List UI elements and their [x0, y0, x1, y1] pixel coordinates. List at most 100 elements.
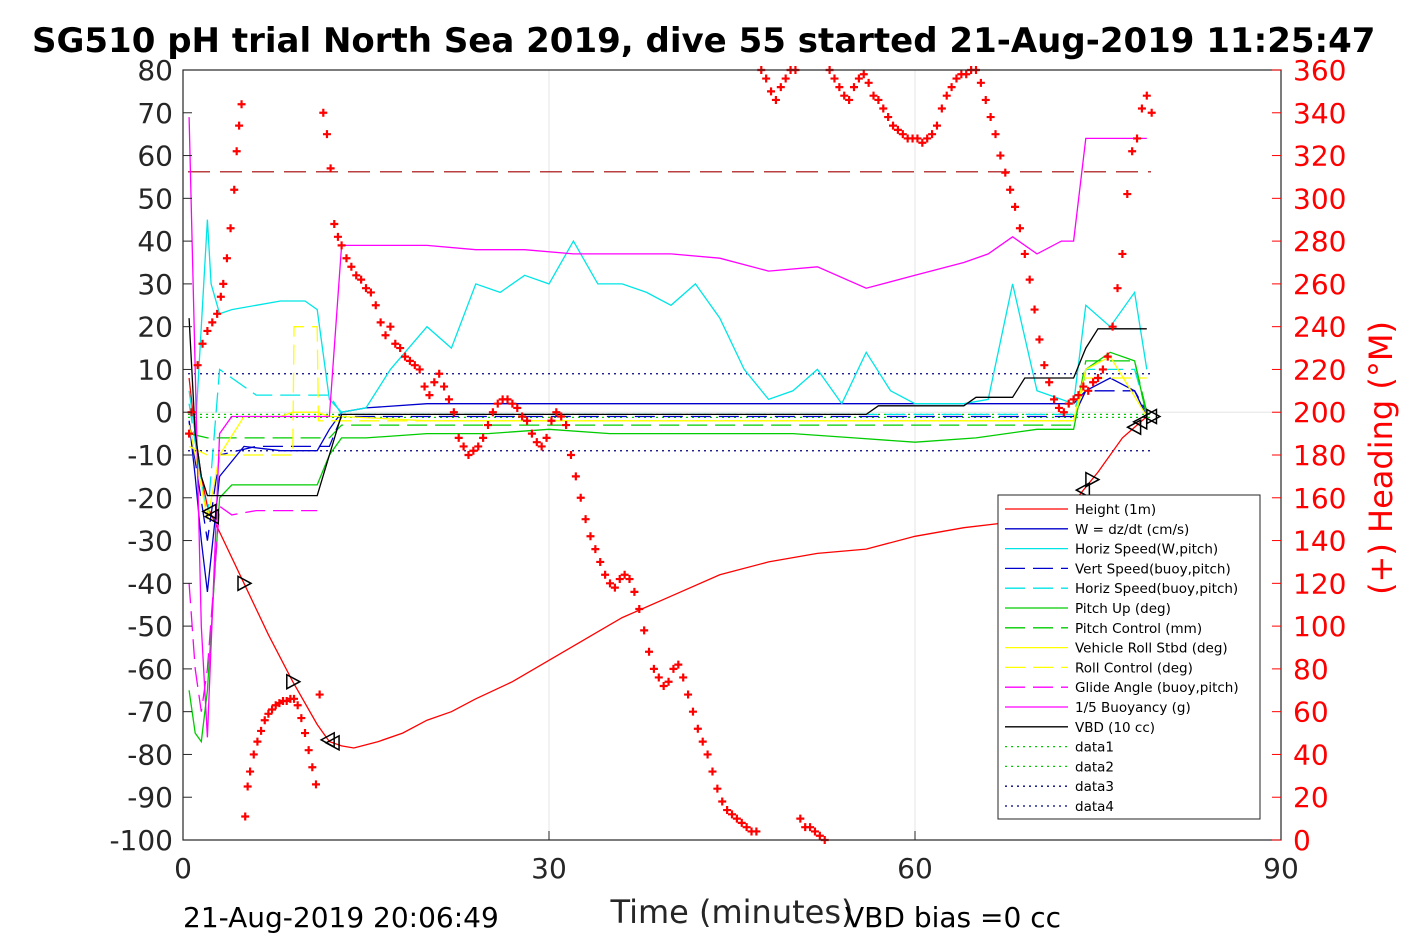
heading-point: [566, 451, 575, 459]
heading-point: [464, 451, 473, 459]
legend: Height (1m) W = dz/dt (cm/s) Horiz Speed(W…: [997, 494, 1261, 820]
heading-point: [669, 664, 678, 673]
heading-point: [297, 714, 306, 723]
legend-label: VBD (10 cc): [1075, 720, 1155, 736]
heading-point: [1035, 335, 1044, 344]
heading-point: [237, 100, 246, 109]
heading-point: [1006, 185, 1015, 194]
heading-point: [742, 823, 751, 832]
heading-point: [290, 694, 299, 703]
left-tick-label: 70: [137, 97, 173, 130]
heading-point: [664, 677, 673, 686]
left-tick-label: -50: [127, 610, 173, 643]
heading-point: [991, 130, 1000, 139]
legend-label: Roll Control (deg): [1075, 660, 1193, 676]
right-tick-label: 80: [1293, 653, 1329, 686]
heading-point: [625, 575, 634, 584]
heading-point: [810, 827, 819, 836]
heading-point: [923, 134, 932, 143]
heading-point: [213, 309, 222, 318]
turn-marker: [1141, 408, 1158, 425]
x-tick-label: 90: [1263, 852, 1299, 885]
heading-point: [362, 284, 370, 293]
heading-point: [889, 121, 898, 130]
heading-point: [401, 352, 410, 361]
heading-points: [185, 66, 1156, 844]
heading-point: [264, 709, 273, 718]
left-tick-label: 0: [155, 396, 173, 429]
heading-point: [1059, 408, 1068, 417]
heading-point: [381, 331, 390, 340]
heading-point: [474, 442, 483, 451]
heading-point: [1089, 378, 1098, 387]
heading-point: [762, 74, 771, 83]
right-tick-label: 60: [1293, 696, 1329, 729]
right-tick-label: 260: [1293, 268, 1346, 301]
heading-point: [918, 138, 927, 147]
heading-point: [293, 701, 302, 710]
heading-point: [347, 262, 356, 271]
right-tick-label: 20: [1293, 781, 1329, 814]
heading-point: [216, 292, 225, 301]
heading-point: [513, 403, 522, 412]
heading-point: [1103, 352, 1112, 361]
right-tick-label: 340: [1293, 97, 1346, 130]
heading-point: [304, 746, 313, 755]
heading-point: [226, 224, 235, 233]
heading-point: [552, 408, 561, 417]
heading-point: [185, 429, 194, 438]
heading-point: [1142, 91, 1151, 100]
heading-point: [1069, 395, 1078, 404]
heading-point: [391, 339, 400, 348]
heading-point: [864, 78, 873, 87]
heading-point: [571, 472, 580, 481]
footer-vbd-bias: VBD bias =0 cc: [845, 901, 1061, 934]
right-tick-label: 0: [1293, 824, 1311, 857]
heading-point: [444, 395, 453, 404]
heading-point: [410, 361, 419, 370]
heading-point: [1025, 275, 1034, 284]
heading-point: [703, 750, 712, 759]
turn-marker: [237, 575, 253, 592]
legend-label: Horiz Speed(buoy,pitch): [1075, 581, 1238, 597]
heading-point: [1094, 374, 1102, 382]
heading-point: [425, 391, 434, 400]
heading-point: [527, 429, 536, 438]
heading-point: [222, 254, 231, 263]
heading-point: [243, 782, 252, 791]
heading-point: [698, 737, 707, 746]
right-tick-label: 200: [1293, 396, 1346, 429]
left-tick-label: -90: [127, 781, 173, 814]
heading-point: [230, 185, 239, 194]
heading-point: [850, 83, 858, 92]
right-tick-label: 320: [1293, 140, 1346, 173]
heading-point: [235, 121, 244, 130]
heading-point: [241, 812, 250, 821]
legend-label: Pitch Control (mm): [1075, 621, 1202, 637]
heading-point: [684, 690, 693, 699]
heading-point: [649, 664, 658, 673]
heading-point: [1030, 305, 1039, 314]
heading-point: [591, 545, 600, 554]
series-line: [188, 326, 1147, 456]
heading-point: [1011, 202, 1020, 211]
heading-point: [659, 682, 668, 690]
heading-point: [752, 827, 761, 836]
heading-point: [415, 365, 424, 374]
heading-point: [630, 587, 639, 596]
heading-point: [249, 750, 258, 759]
left-tick-label: 80: [137, 54, 173, 87]
heading-point: [352, 271, 361, 280]
heading-point: [937, 104, 946, 113]
heading-point: [1001, 168, 1010, 177]
heading-point: [523, 416, 532, 425]
heading-point: [459, 442, 468, 451]
right-tick-label: 220: [1293, 353, 1346, 386]
turn-markers: [201, 408, 1162, 752]
heading-point: [893, 125, 902, 134]
heading-point: [718, 797, 727, 806]
left-tick-label: -30: [127, 525, 173, 558]
right-axis-label: (+) Heading (°M): [1362, 321, 1400, 595]
heading-point: [315, 690, 324, 699]
